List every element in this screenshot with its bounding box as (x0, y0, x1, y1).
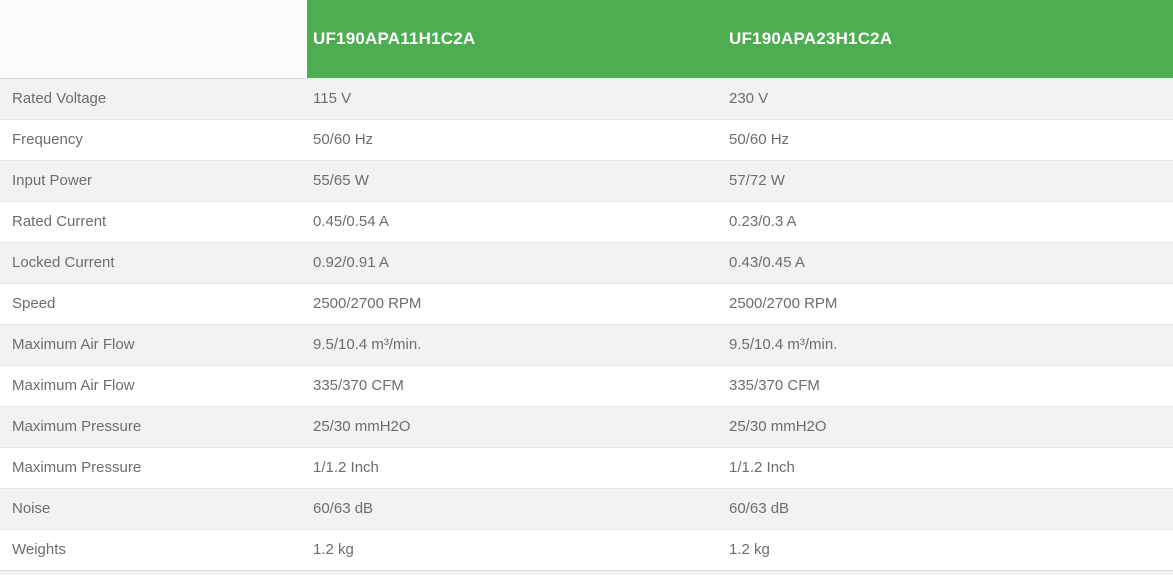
table-row-speed: Speed 2500/2700 RPM 2500/2700 RPM (0, 283, 1173, 325)
row-label: Locked Current (0, 242, 307, 284)
row-label: Maximum Pressure (0, 406, 307, 448)
row-label: Rated Voltage (0, 78, 307, 120)
cell-value: 9.5/10.4 m³/min. (723, 324, 1173, 366)
cell-value: 50/60 Hz (307, 119, 723, 161)
column-header-model-2: UF190APA23H1C2A (723, 0, 1173, 78)
row-label: Maximum Pressure (0, 447, 307, 489)
table-row-input-power: Input Power 55/65 W 57/72 W (0, 160, 1173, 202)
cell-value: 60/63 dB (307, 488, 723, 530)
table-row-frequency: Frequency 50/60 Hz 50/60 Hz (0, 119, 1173, 161)
table-row-weights: Weights 1.2 kg 1.2 kg (0, 529, 1173, 571)
row-label: Speed (0, 283, 307, 325)
cell-value: 0.92/0.91 A (307, 242, 723, 284)
table-row-max-air-flow-metric: Maximum Air Flow 9.5/10.4 m³/min. 9.5/10… (0, 324, 1173, 366)
cell-value: 55/65 W (307, 160, 723, 202)
header-row: UF190APA11H1C2A UF190APA23H1C2A (0, 0, 1173, 79)
cell-value: 25/30 mmH2O (723, 406, 1173, 448)
cell-value: 57/72 W (723, 160, 1173, 202)
cell-value: 1.2 kg (723, 529, 1173, 571)
table-row-noise: Noise 60/63 dB 60/63 dB (0, 488, 1173, 530)
column-header-model-1: UF190APA11H1C2A (307, 0, 723, 78)
next-row-partial (0, 570, 1173, 575)
cell-value: 335/370 CFM (307, 365, 723, 407)
cell-value: 0.23/0.3 A (723, 201, 1173, 243)
cell-value: 2500/2700 RPM (307, 283, 723, 325)
cell-value: 1/1.2 Inch (307, 447, 723, 489)
cell-value: 0.45/0.54 A (307, 201, 723, 243)
row-label: Maximum Air Flow (0, 365, 307, 407)
cell-value: 0.43/0.45 A (723, 242, 1173, 284)
cell-value: 60/63 dB (723, 488, 1173, 530)
cell-value: 2500/2700 RPM (723, 283, 1173, 325)
table-row-rated-voltage: Rated Voltage 115 V 230 V (0, 78, 1173, 120)
row-label: Input Power (0, 160, 307, 202)
table-row-rated-current: Rated Current 0.45/0.54 A 0.23/0.3 A (0, 201, 1173, 243)
row-label: Maximum Air Flow (0, 324, 307, 366)
cell-value: 50/60 Hz (723, 119, 1173, 161)
table-row-locked-current: Locked Current 0.92/0.91 A 0.43/0.45 A (0, 242, 1173, 284)
cell-value: 230 V (723, 78, 1173, 120)
cell-value: 1/1.2 Inch (723, 447, 1173, 489)
table-row-max-pressure-inch: Maximum Pressure 1/1.2 Inch 1/1.2 Inch (0, 447, 1173, 489)
cell-value: 115 V (307, 78, 723, 120)
cell-value: 1.2 kg (307, 529, 723, 571)
table-row-max-pressure-mmh2o: Maximum Pressure 25/30 mmH2O 25/30 mmH2O (0, 406, 1173, 448)
row-label: Noise (0, 488, 307, 530)
table-row-max-air-flow-cfm: Maximum Air Flow 335/370 CFM 335/370 CFM (0, 365, 1173, 407)
row-label: Weights (0, 529, 307, 571)
row-label: Rated Current (0, 201, 307, 243)
cell-value: 335/370 CFM (723, 365, 1173, 407)
row-label: Frequency (0, 119, 307, 161)
cell-value: 25/30 mmH2O (307, 406, 723, 448)
corner-cell (0, 0, 307, 79)
cell-value: 9.5/10.4 m³/min. (307, 324, 723, 366)
